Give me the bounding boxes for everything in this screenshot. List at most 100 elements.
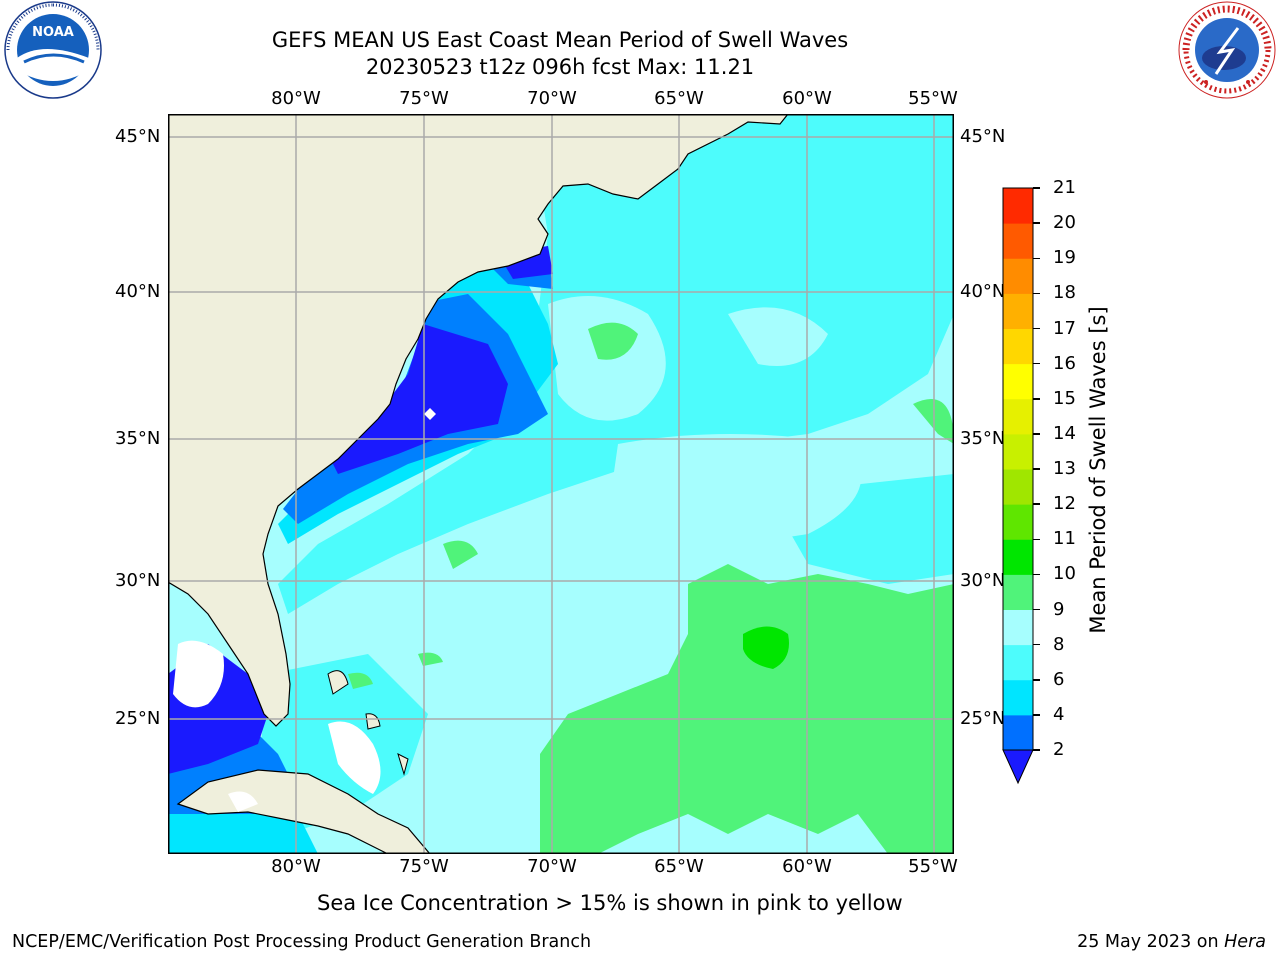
lon-label-bottom: 80°W <box>271 856 321 877</box>
colorbar-tick-label: 10 <box>1053 563 1076 585</box>
swell-region-9-10 <box>443 540 478 569</box>
colorbar-tick-label: 4 <box>1053 703 1065 725</box>
svg-text:NOAA: NOAA <box>32 25 74 40</box>
colorbar-tick-mark <box>1033 327 1040 330</box>
colorbar-tick-mark <box>1033 433 1040 435</box>
map-title: GEFS MEAN US East Coast Mean Period of S… <box>271 28 849 52</box>
colorbar-label: Mean Period of Swell Waves [s] <box>1086 306 1110 634</box>
lat-label-right: 45°N <box>960 126 1006 147</box>
lat-label-left: 45°N <box>115 126 161 147</box>
colorbar-tick-label: 8 <box>1053 633 1065 655</box>
lon-label-bottom: 75°W <box>399 856 449 877</box>
colorbar <box>1002 187 1034 785</box>
colorbar-tick-label: 9 <box>1053 598 1065 620</box>
swell-region-9-10 <box>348 672 373 689</box>
lon-label-top: 75°W <box>399 88 449 109</box>
colorbar-segment <box>1003 679 1033 716</box>
colorbar-segment <box>1003 714 1033 751</box>
colorbar-segment <box>1003 574 1033 610</box>
footer-credit: NCEP/EMC/Verification Post Processing Pr… <box>12 932 592 952</box>
colorbar-tick-label: 17 <box>1053 317 1076 339</box>
lat-label-left: 40°N <box>115 281 161 302</box>
colorbar-tick-label: 16 <box>1053 352 1076 374</box>
lon-label-top: 65°W <box>654 88 704 109</box>
colorbar-segment <box>1003 433 1033 470</box>
colorbar-tick-label: 6 <box>1053 668 1065 690</box>
colorbar-tick-label: 13 <box>1053 458 1076 479</box>
colorbar-tick-label: 18 <box>1053 282 1076 304</box>
lat-label-left: 25°N <box>115 708 161 729</box>
colorbar-segment <box>1003 223 1033 259</box>
lon-label-bottom: 70°W <box>527 856 577 877</box>
swell-region-8-9 <box>728 307 828 366</box>
colorbar-tick-label: 11 <box>1053 528 1076 550</box>
colorbar-tick-label: 2 <box>1053 739 1065 760</box>
lat-label-left: 30°N <box>115 570 161 591</box>
nodata-region <box>328 721 381 794</box>
colorbar-tick-mark <box>1033 292 1040 295</box>
colorbar-tick-mark <box>1033 714 1040 716</box>
colorbar-tick-mark <box>1033 187 1040 189</box>
nodata-region <box>228 791 258 812</box>
colorbar-segment <box>1003 293 1033 329</box>
sea-ice-note: Sea Ice Concentration > 15% is shown in … <box>317 891 903 915</box>
colorbar-segment <box>1003 363 1033 400</box>
swell-region-lt-2 <box>328 324 508 474</box>
colorbar-tick-label: 15 <box>1053 387 1076 409</box>
colorbar-segment <box>1003 504 1033 540</box>
colorbar-tick-mark <box>1033 503 1040 505</box>
swell-region-10-11 <box>743 626 789 669</box>
noaa-logo-icon: NOAA <box>4 1 102 99</box>
colorbar-tick-mark <box>1033 608 1040 611</box>
colorbar-segment <box>1003 328 1033 365</box>
nodata-region <box>424 408 436 420</box>
lon-label-bottom: 60°W <box>782 856 832 877</box>
colorbar-tick-mark <box>1033 222 1040 224</box>
lon-label-bottom: 55°W <box>908 856 958 877</box>
colorbar-tick-mark <box>1033 749 1040 751</box>
colorbar-tick-label: 19 <box>1053 247 1076 269</box>
land-bahamas <box>365 713 381 730</box>
footer-machine: Hera <box>1224 932 1266 952</box>
lat-label-left: 35°N <box>115 428 161 449</box>
colorbar-extend-triangle <box>1002 749 1034 785</box>
land-cuba <box>176 769 431 854</box>
land-bahamas <box>397 753 409 776</box>
lon-label-top: 80°W <box>271 88 321 109</box>
colorbar-segment <box>1003 398 1033 435</box>
colorbar-segment <box>1003 539 1033 575</box>
lon-label-top: 70°W <box>527 88 577 109</box>
colorbar-tick-mark <box>1033 643 1040 646</box>
colorbar-tick-label: 14 <box>1053 422 1076 444</box>
colorbar-tick-mark <box>1033 679 1040 681</box>
colorbar-tick-mark <box>1033 257 1040 259</box>
swell-region-8-9 <box>608 434 862 541</box>
lon-label-top: 60°W <box>782 88 832 109</box>
colorbar-tick-mark <box>1033 468 1040 470</box>
footer-date: 25 May 2023 on Hera <box>1077 932 1266 952</box>
colorbar-tick-label: 20 <box>1053 212 1076 234</box>
map-subtitle-run: 20230523 t12z 096h fcst Max: 11.21 <box>365 55 755 79</box>
map-frame <box>168 114 954 854</box>
colorbar-tick-label: 12 <box>1053 493 1076 515</box>
colorbar-tick-mark <box>1033 573 1040 576</box>
colorbar-tick-label: 21 <box>1053 177 1076 198</box>
nws-logo-icon <box>1178 1 1276 99</box>
lat-label-right: 25°N <box>960 708 1006 729</box>
colorbar-segment <box>1003 609 1033 646</box>
colorbar-segment <box>1003 258 1033 294</box>
colorbar-tick-mark <box>1033 362 1040 365</box>
lat-label-right: 30°N <box>960 570 1006 591</box>
colorbar-segment <box>1003 469 1033 505</box>
colorbar-segment <box>1003 644 1033 681</box>
colorbar-segment <box>1003 188 1033 224</box>
land-north-america <box>168 114 789 727</box>
lat-label-right: 40°N <box>960 281 1006 302</box>
land-bahamas <box>327 670 349 695</box>
lon-label-bottom: 65°W <box>654 856 704 877</box>
colorbar-tick-mark <box>1033 538 1040 540</box>
swell-period-map <box>168 114 954 854</box>
colorbar-tick-mark <box>1033 398 1040 400</box>
map-gridlines <box>168 114 954 854</box>
lat-label-right: 35°N <box>960 428 1006 449</box>
